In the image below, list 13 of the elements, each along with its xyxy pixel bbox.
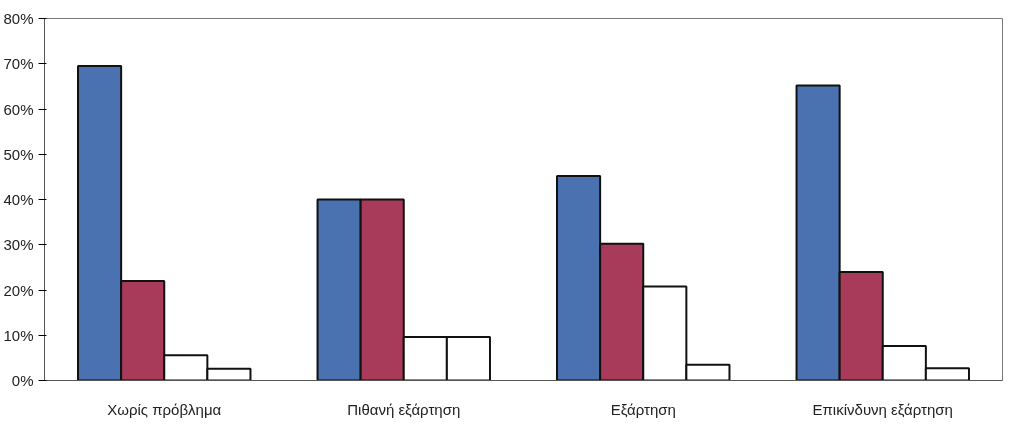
x-tick-label: Επικίνδυνη εξάρτηση <box>812 400 953 418</box>
x-tick-label: Χωρίς πρόβλημα <box>107 400 222 418</box>
y-tick-label: 70% <box>3 55 34 73</box>
x-tick-label: Πιθανή εξάρτηση <box>347 400 461 418</box>
x-tick-label: Εξάρτηση <box>610 400 676 418</box>
y-tick-label: 10% <box>3 326 34 344</box>
y-tick-label: 20% <box>3 281 34 299</box>
y-tick-label: 50% <box>3 145 34 163</box>
y-tick-label: 80% <box>3 10 34 27</box>
y-tick-label: 60% <box>3 100 34 118</box>
y-tick-label: 0% <box>11 372 34 389</box>
y-tick-label: 40% <box>3 191 34 208</box>
y-tick-label: 30% <box>3 236 34 254</box>
